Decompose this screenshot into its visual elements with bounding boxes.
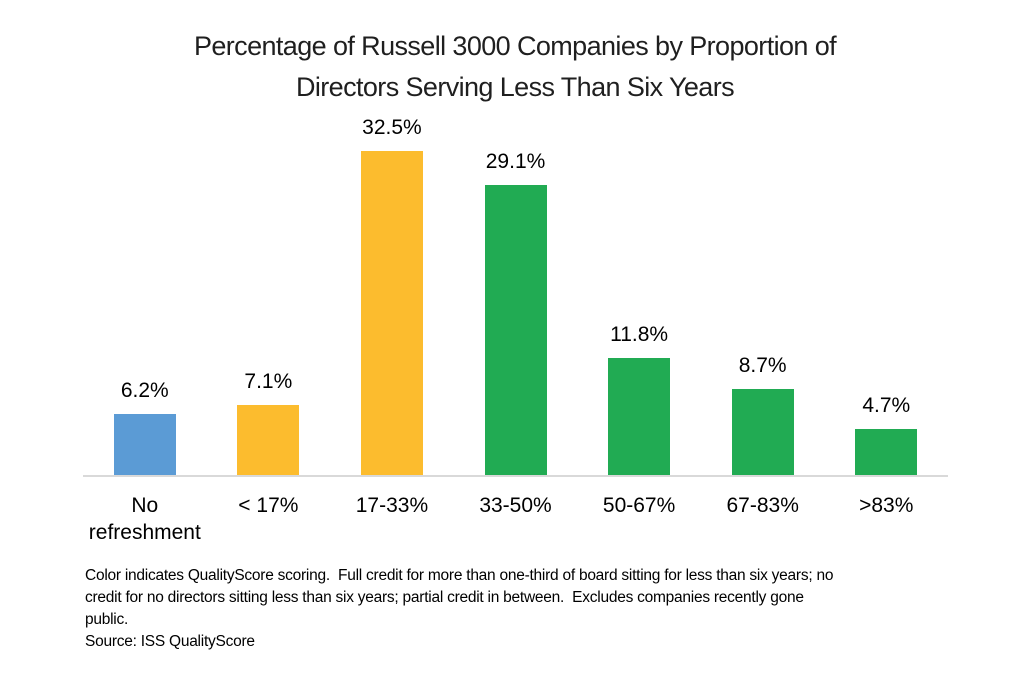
x-axis-label: 67-83% [726,494,799,517]
x-axis-label: No refreshment [88,494,201,544]
bar-value-label: 8.7% [738,354,787,377]
chart-title-line-1: Percentage of Russell 3000 Companies by … [193,31,837,61]
x-axis-line [83,475,948,477]
footnote: Color indicates QualityScore scoring. Fu… [85,565,965,653]
x-axis-labels: No refreshment < 17% 17-33% 33-50% 50-67% 67-… [83,492,948,546]
bar-value-label: 11.8% [610,323,669,346]
bar [484,185,547,476]
bar [731,389,794,476]
chart-title: Percentage of Russell 3000 Companies by … [0,26,1030,108]
footnote-line: public. [85,611,129,628]
x-axis-label: 33-50% [479,494,552,517]
bar-value-label: 29.1% [485,150,546,173]
bar-slot: 8.7% [701,354,825,476]
bar [360,151,423,476]
bar-slot: 4.7% [824,394,948,476]
bar-slot: 11.8% [577,323,701,476]
bar-slot: 6.2% [83,379,207,476]
bar [237,405,300,476]
bar-chart-plot-area: 6.2% 7.1% 32.5% 29.1% 11.8% 8.7% 4.7% [83,106,948,476]
x-axis-label: < 17% [238,494,299,517]
x-axis-label: 50-67% [602,494,676,517]
bar-value-label: 7.1% [244,370,293,393]
footnote-line: Color indicates QualityScore scoring. Fu… [85,567,834,584]
bar-value-label: 4.7% [862,394,911,417]
chart-title-line-2: Directors Serving Less Than Six Years [295,72,735,102]
bar-value-label: 32.5% [362,116,422,139]
bar [608,358,671,476]
bar [113,414,176,476]
x-axis-label: >83% [859,494,914,517]
source-line: Source: ISS QualityScore [85,633,255,650]
bar-slot: 32.5% [330,116,454,476]
bar [855,429,918,476]
x-axis-label: 17-33% [355,494,429,517]
bar-value-label: 6.2% [120,379,169,402]
footnote-line: credit for no directors sitting less tha… [85,589,804,606]
bar-slot: 29.1% [454,150,578,476]
bar-slot: 7.1% [207,370,331,476]
